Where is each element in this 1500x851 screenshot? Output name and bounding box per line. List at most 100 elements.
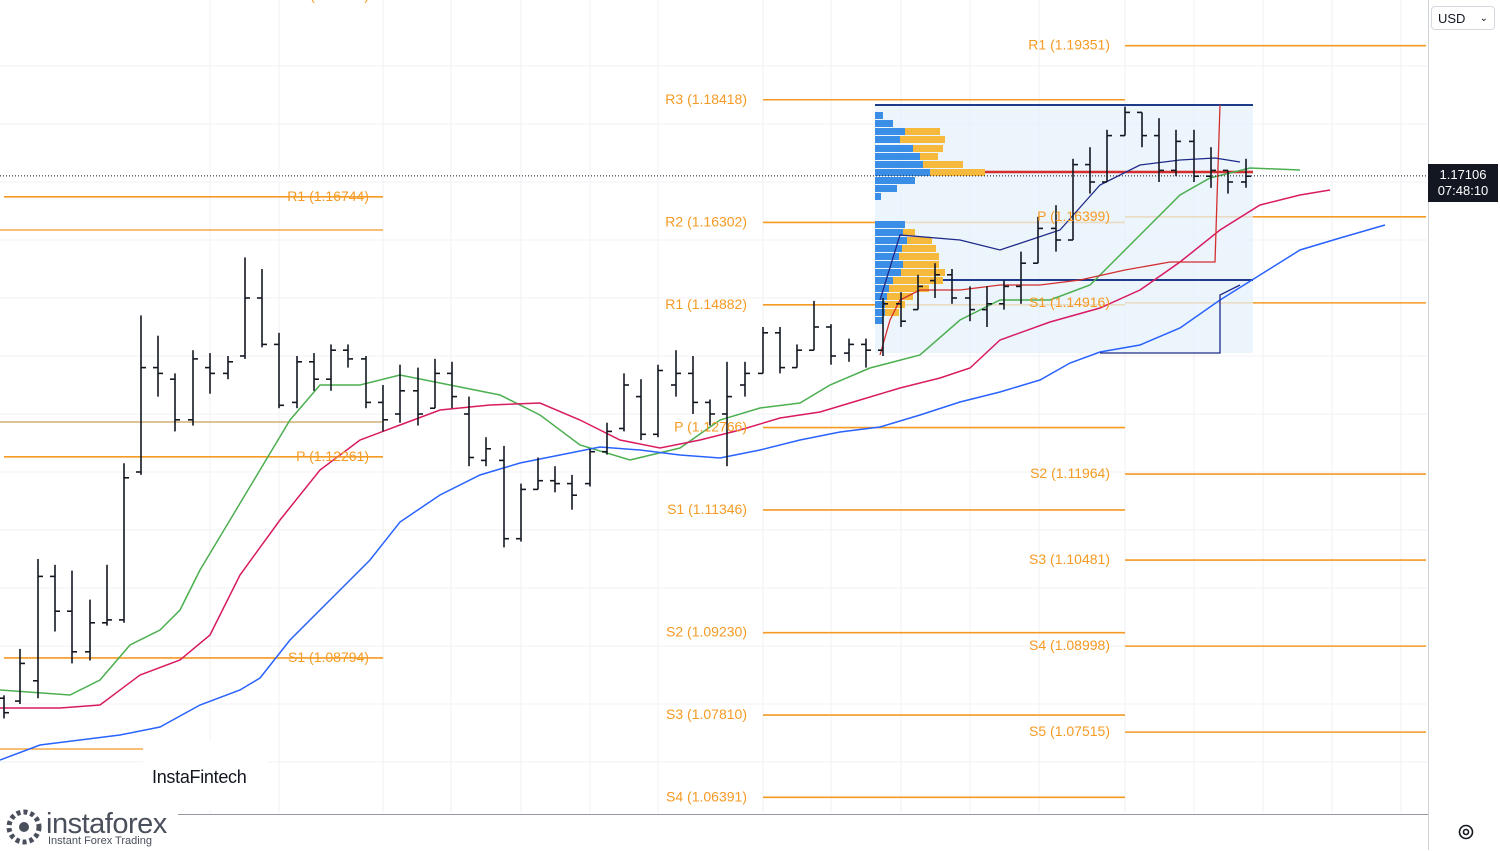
time-axis[interactable] [0,814,1428,851]
price-axis[interactable] [1428,0,1500,850]
volume-row-down [902,245,936,252]
ohlc-bar [430,358,440,410]
pivot-labels: R2 (1.20211) R1 (1.16744) P (1.12261) S1 (1… [287,0,1110,804]
volume-row-up [875,277,893,284]
ohlc-bar [982,286,992,327]
ohlc-bar [722,361,732,467]
ohlc-bar [153,335,163,397]
currency-select[interactable]: USD ⌄ [1431,6,1495,30]
ohlc-bar [705,399,715,426]
volume-row-up [875,253,899,260]
ohlc-bar [758,327,768,375]
ohlc-bar [1016,251,1026,304]
volume-row-down [907,237,932,244]
ohlc-bar [1120,106,1130,137]
volume-row-down [885,301,905,308]
ohlc-bar [775,327,785,374]
ohlc-bar [499,445,509,548]
volume-row-up [875,128,905,135]
ohlc-bar [688,356,698,414]
volume-row-up [875,245,902,252]
chart-settings-button[interactable] [1454,820,1478,844]
volume-row-down [923,161,963,168]
ohlc-bar [15,648,25,704]
ohlc-bar [274,332,284,409]
volume-row-up [875,261,903,268]
pivot-label: S4 (1.06391) [666,788,747,804]
pivot-label: S5 (1.07515) [1029,723,1110,739]
volume-row-up [875,169,930,176]
volume-row-up [875,185,897,192]
pivot-label: S1 (1.11346) [667,501,747,517]
volume-row-up [875,145,913,152]
ohlc-bar [67,570,77,664]
watermark-box [143,740,267,810]
ohlc-bar [1171,129,1181,177]
ohlc-bar [447,361,457,409]
pivot-label: P (1.12766) [674,419,747,435]
ohlc-bar [292,356,302,409]
logo-name: instaforex [46,808,167,840]
ohlc-bar [913,274,923,311]
pivot-label: S2 (1.11964) [1030,465,1110,481]
instaforex-logo-icon [6,809,42,845]
volume-row-up [875,317,883,324]
pivot-label: S1 (1.14916) [1029,294,1110,310]
currency-value: USD [1438,10,1466,26]
ohlc-bar [1154,118,1164,182]
pivot-label: S2 (1.09230) [666,624,747,640]
ma_mid-line [0,189,1331,709]
volume-row-up [875,309,885,316]
ohlc-bar [257,269,267,348]
ohlc-bar [861,338,871,368]
pivot-levels [0,44,1426,799]
volume-row-up [875,161,923,168]
grid-lines [0,0,1427,813]
ohlc-bar [378,385,388,432]
ohlc-bar [481,437,491,467]
pivot-label: R2 (1.20211) [288,0,369,3]
ohlc-bar [33,559,43,699]
gear-icon [1458,824,1474,840]
moving-averages [0,104,1386,761]
ohlc-bar [1051,205,1061,252]
ohlc-bar [85,599,95,661]
ohlc-bar [602,422,612,455]
ohlc-bar [947,269,957,304]
volume-profile [875,104,1253,353]
ohlc-bar [188,350,198,426]
volume-row-up [875,120,893,127]
ohlc-bar [309,353,319,391]
ohlc-bar [1223,169,1233,194]
last-price-tag: 1.17106 07:48:10 [1428,164,1498,202]
ohlc-bar [844,338,854,362]
volume-row-up [875,285,889,292]
ohlc-bar [671,350,681,397]
ohlc-bar [1085,147,1095,194]
volume-row-down [903,229,915,236]
volume-row-down [903,261,939,268]
ohlc-bar [878,298,888,356]
ohlc-bar [136,315,146,475]
volume-row-down [899,253,939,260]
lower-step-line [1100,284,1241,354]
ohlc-bar [653,364,663,438]
volume-row-down [889,285,929,292]
volume-row-up [875,153,920,160]
ohlc-bar [223,356,233,380]
ohlc-bar [1137,111,1147,148]
pivot-label: S1 (1.08794) [288,649,369,665]
pivot-label: S4 (1.08998) [1029,637,1110,653]
volume-row-up [875,229,903,236]
ohlc-bar [792,344,802,369]
ohlc-bar [413,367,423,426]
volume-row-up [875,177,915,184]
pivot-label: S3 (1.07810) [666,706,747,722]
volume-row-up [875,112,883,119]
ohlc-bar [740,361,750,397]
ohlc-bar [464,396,474,467]
pivot-label: R2 (1.16302) [665,213,747,229]
ma_slow-line [0,224,1386,761]
pivot-label: R1 (1.14882) [665,296,747,312]
